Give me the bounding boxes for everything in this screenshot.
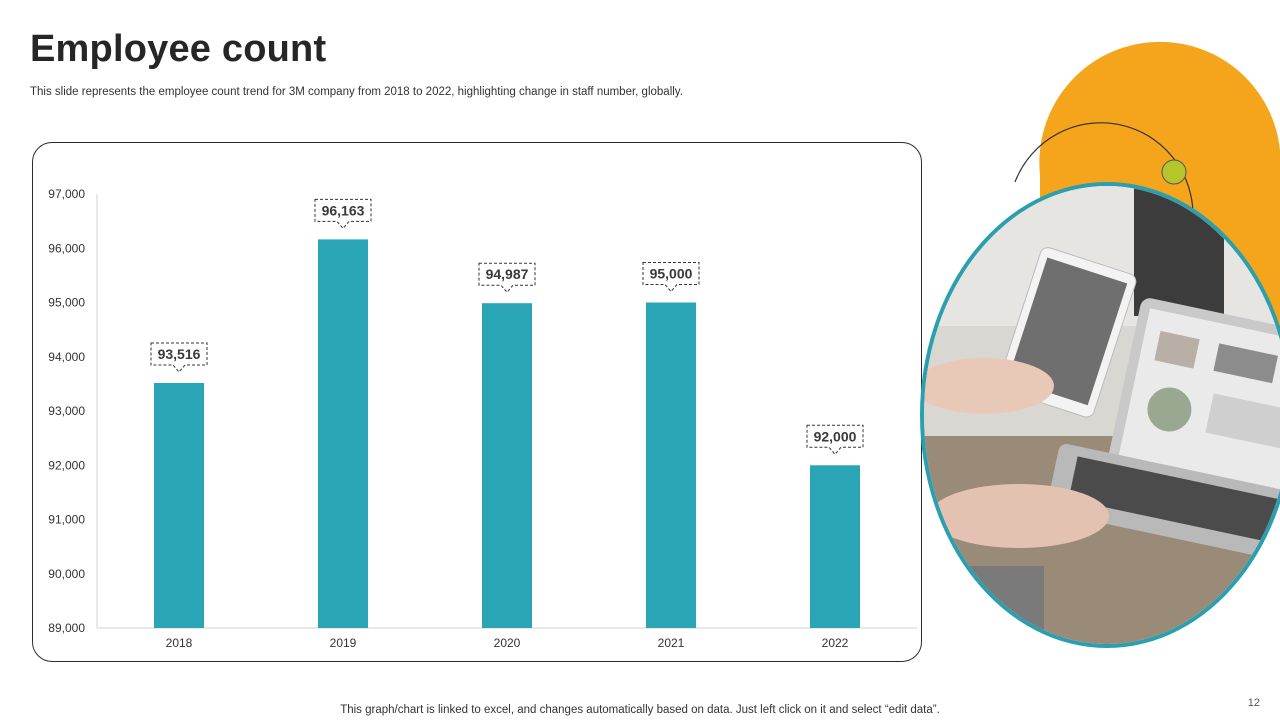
y-tick-label: 94,000 — [48, 350, 85, 364]
bar[interactable] — [318, 239, 368, 628]
data-label: 96,163 — [322, 202, 365, 218]
data-label-box — [150, 342, 208, 373]
page-number: 12 — [1247, 697, 1260, 709]
y-tick-label: 96,000 — [48, 241, 85, 255]
page-subtitle: This slide represents the employee count… — [30, 86, 683, 98]
bar[interactable] — [810, 465, 860, 628]
x-tick-label: 2021 — [658, 636, 685, 650]
bar-chart[interactable]: 89,000 90,000 91,000 92,000 93,000 94,000 95,0… — [33, 143, 921, 661]
data-label: 95,000 — [650, 266, 693, 282]
y-tick-label: 91,000 — [48, 513, 85, 527]
y-tick-label: 90,000 — [48, 567, 85, 581]
chart-card[interactable]: 89,000 90,000 91,000 92,000 93,000 94,000 95,0… — [32, 142, 922, 662]
x-tick-label: 2018 — [166, 636, 193, 650]
bar[interactable] — [482, 303, 532, 628]
bar[interactable] — [154, 383, 204, 628]
data-label-box — [314, 198, 372, 230]
data-label: 94,987 — [486, 266, 529, 282]
data-label-box — [478, 262, 536, 293]
data-label-box — [806, 424, 864, 456]
y-tick-label: 89,000 — [48, 621, 85, 635]
y-tick-label: 97,000 — [48, 187, 85, 201]
y-tick-label: 93,000 — [48, 404, 85, 418]
data-label-box — [642, 262, 700, 293]
page-title: Employee count — [30, 28, 327, 70]
bar[interactable] — [646, 302, 696, 629]
y-tick-label: 95,000 — [48, 296, 85, 310]
laptop-tablet-photo-icon — [924, 186, 1280, 644]
y-tick-label: 92,000 — [48, 458, 85, 472]
data-label: 92,000 — [814, 428, 857, 444]
x-tick-label: 2019 — [330, 636, 357, 650]
office-photo — [920, 182, 1280, 648]
lime-dot — [1161, 159, 1187, 185]
x-tick-label: 2022 — [822, 636, 849, 650]
footnote: This graph/chart is linked to excel, and… — [340, 704, 940, 716]
x-tick-label: 2020 — [494, 636, 521, 650]
data-label: 93,516 — [158, 346, 201, 362]
